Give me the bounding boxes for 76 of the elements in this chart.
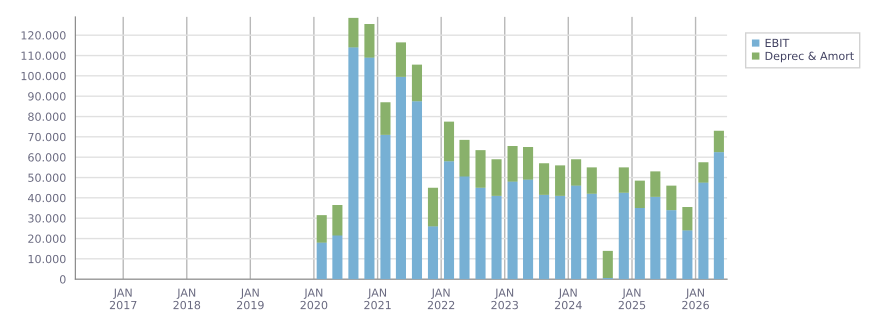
bar [396,76,406,280]
bar [396,42,406,77]
bar [634,208,645,280]
bar [523,180,534,280]
bar [714,152,724,280]
bar [650,196,660,280]
x-tick-label: JAN 2017 [110,288,136,310]
x-tick-label: JAN 2021 [364,288,391,310]
bar [539,163,550,195]
bar [444,122,454,162]
bar [571,159,582,186]
bar [682,230,692,280]
bar [571,186,582,280]
y-tick-label: 100.000 [22,72,66,80]
y-tick-label: 30.000 [28,214,66,223]
bar [508,182,518,280]
bar [618,167,629,193]
x-tick-label: JAN 2019 [237,288,264,310]
bar [555,196,566,280]
bar [508,146,518,182]
bar [682,207,692,230]
y-tick-label: 120.000 [22,31,66,40]
x-tick-label: JAN 2026 [682,288,709,310]
bar [666,210,676,280]
bar [666,186,676,210]
x-tick-label: JAN 2020 [300,288,328,310]
bar [698,182,708,280]
bar [348,18,358,48]
bar [459,140,470,177]
bar [412,101,422,280]
bar [491,196,502,280]
x-tick-label: JAN 2024 [554,288,582,310]
bar [602,250,613,278]
bar [412,64,422,102]
bar [364,58,374,280]
bar [491,159,502,196]
bar [316,242,327,280]
bar [380,102,390,135]
bar [428,226,438,280]
x-tick-label: JAN 2025 [618,288,646,310]
bar [650,171,660,197]
bar [444,161,454,280]
y-tick-label: 10.000 [28,254,66,264]
bar [332,235,342,280]
bar [475,188,486,280]
y-tick-label: 80.000 [28,112,66,121]
bar [586,167,597,194]
y-tick-label: 70.000 [28,132,66,142]
legend-label: EBIT [766,38,790,47]
bar [459,176,470,280]
bar [475,150,486,188]
x-tick-label: JAN 2022 [428,288,454,310]
bar [555,165,566,196]
y-tick-label: 20.000 [28,234,66,243]
x-tick-label: JAN 2018 [173,288,200,310]
y-tick-label: 90.000 [28,92,66,101]
bar [698,162,708,183]
bar [618,192,629,280]
y-tick-label: 50.000 [28,174,66,182]
bar [428,188,438,226]
bar [539,194,550,280]
bar [714,130,724,152]
bar [586,194,597,280]
x-tick-label: JAN 2023 [491,288,518,310]
bar [316,215,327,243]
bar [523,147,534,180]
bar [364,24,374,58]
legend-label: Deprec & Amort [766,52,854,62]
y-tick-label: 40.000 [28,194,66,202]
bar [332,204,342,236]
y-tick-label: 0 [60,275,66,284]
y-tick-label: 60.000 [28,153,66,162]
bar [634,180,645,208]
bar [348,47,358,280]
bar [380,134,390,280]
y-tick-label: 110.000 [22,52,66,60]
